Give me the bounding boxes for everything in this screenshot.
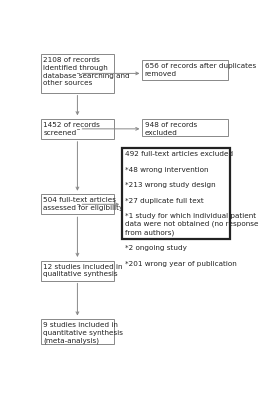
Text: 948 of records
excluded: 948 of records excluded <box>145 122 197 136</box>
FancyBboxPatch shape <box>41 119 114 139</box>
Text: 656 of records after duplicates
removed: 656 of records after duplicates removed <box>145 64 256 77</box>
Text: 2108 of records
identified through
database searching and
other sources: 2108 of records identified through datab… <box>43 57 130 86</box>
FancyBboxPatch shape <box>143 119 228 136</box>
Text: 9 studies included in
quantitative synthesis
(meta-analysis): 9 studies included in quantitative synth… <box>43 322 123 344</box>
Text: 12 studies included in
qualitative synthesis: 12 studies included in qualitative synth… <box>43 264 123 277</box>
Text: 492 full-text articles excluded

*48 wrong intervention

*213 wrong study design: 492 full-text articles excluded *48 wron… <box>124 151 258 267</box>
FancyBboxPatch shape <box>41 319 114 344</box>
FancyBboxPatch shape <box>41 260 114 280</box>
FancyBboxPatch shape <box>41 194 114 214</box>
Text: 504 full-text articles
assessed for eligibility: 504 full-text articles assessed for elig… <box>43 197 124 211</box>
FancyBboxPatch shape <box>143 60 228 80</box>
FancyBboxPatch shape <box>41 54 114 93</box>
FancyBboxPatch shape <box>122 148 230 239</box>
Text: 1452 of records
screened: 1452 of records screened <box>43 122 100 136</box>
